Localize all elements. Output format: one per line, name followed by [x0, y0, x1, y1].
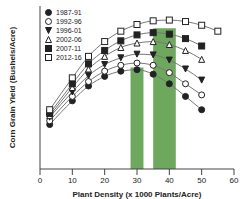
- svg-text:30: 30: [133, 176, 142, 185]
- svg-text:10: 10: [68, 176, 77, 185]
- svg-text:60: 60: [230, 176, 232, 185]
- html-text:1987-91: 1987-91: [56, 9, 82, 16]
- svg-text:Plant Density (x 1000 Plants/A: Plant Density (x 1000 Plants/Acre): [73, 190, 202, 199]
- svg-text:20: 20: [100, 176, 109, 185]
- svg-text:Corn Grain Yield (Bushels/Acre: Corn Grain Yield (Bushels/Acre): [8, 26, 17, 148]
- svg-text:50: 50: [197, 176, 206, 185]
- html-text:2002-06: 2002-06: [56, 36, 82, 43]
- html-text:2007-11: 2007-11: [56, 45, 82, 52]
- html-text:1992-96: 1992-96: [56, 18, 82, 25]
- svg-text:0: 0: [38, 176, 43, 185]
- html-text:1996-01: 1996-01: [56, 27, 82, 34]
- html-text:2012-16: 2012-16: [56, 54, 82, 61]
- svg-text:40: 40: [165, 176, 174, 185]
